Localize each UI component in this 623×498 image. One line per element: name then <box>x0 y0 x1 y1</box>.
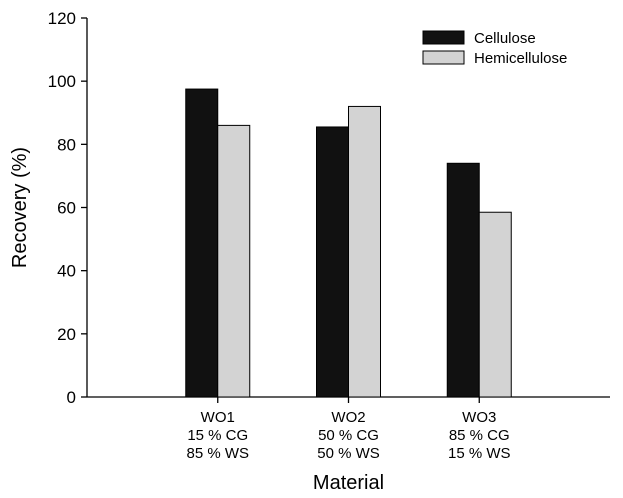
y-axis-ticks: 0 20 40 60 80 100 120 <box>48 9 87 407</box>
x-category-label: 15 % WS <box>448 445 511 462</box>
legend-swatch-cellulose <box>422 30 465 45</box>
y-tick-label: 20 <box>57 325 76 344</box>
x-category-label: 85 % WS <box>186 445 249 462</box>
bar-cellulose-3 <box>446 162 480 398</box>
y-tick-label: 100 <box>48 72 76 91</box>
bar-hemicellulose-2 <box>348 105 381 398</box>
legend-label-hemicellulose: Hemicellulose <box>474 50 567 67</box>
legend: Cellulose Hemicellulose <box>422 30 567 67</box>
legend-swatch-hemicellulose <box>422 50 465 65</box>
bar-hemicellulose-1 <box>217 124 251 398</box>
bar-cellulose-2 <box>316 126 349 398</box>
bars <box>185 88 512 398</box>
y-tick-label: 40 <box>57 262 76 281</box>
x-category-label: WO1 <box>201 409 235 426</box>
y-tick-label: 0 <box>67 388 76 407</box>
x-category-label: WO2 <box>331 409 365 426</box>
x-category-label: 50 % CG <box>318 427 379 444</box>
x-axis-title: Material <box>313 472 384 494</box>
y-tick-label: 80 <box>57 135 76 154</box>
bar-hemicellulose-3 <box>478 211 512 398</box>
y-tick-label: 60 <box>57 199 76 218</box>
y-axis-title: Recovery (%) <box>9 147 31 268</box>
x-category-label: 15 % CG <box>187 427 248 444</box>
x-category-label: WO3 <box>462 409 496 426</box>
y-tick-label: 120 <box>48 9 76 28</box>
x-category-label: 85 % CG <box>449 427 510 444</box>
x-category-label: 50 % WS <box>317 445 380 462</box>
legend-label-cellulose: Cellulose <box>474 30 536 47</box>
bar-cellulose-1 <box>185 88 219 398</box>
